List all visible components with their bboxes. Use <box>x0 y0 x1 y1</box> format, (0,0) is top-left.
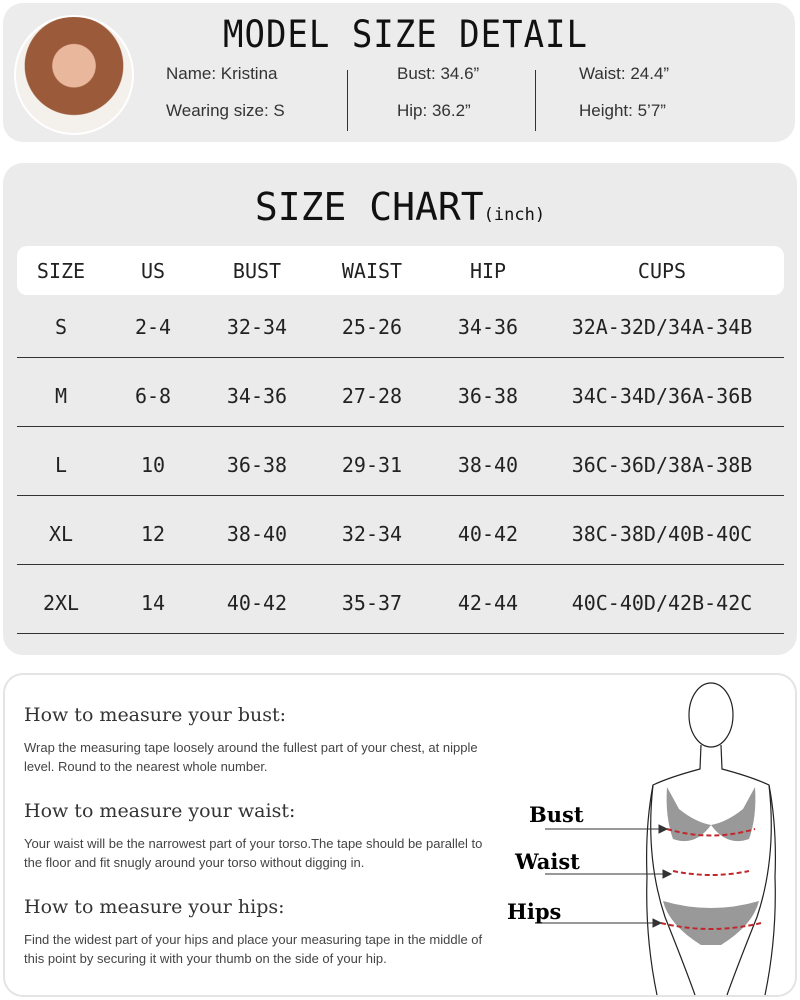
cell-waist: 27-28 <box>341 384 403 408</box>
cell-us: 14 <box>140 591 166 615</box>
cell-hip: 36-38 <box>457 384 519 408</box>
cell-waist: 35-37 <box>341 591 403 615</box>
waist-heading: How to measure your waist: <box>24 800 296 822</box>
body-outline <box>646 744 776 996</box>
cell-us: 12 <box>140 522 166 546</box>
how-to-measure-card: How to measure your bust: Wrap the measu… <box>3 673 797 997</box>
cell-cups: 34C-34D/36A-36B <box>571 384 753 408</box>
cell-bust: 32-34 <box>226 315 288 339</box>
header-waist: WAIST <box>341 259 403 283</box>
table-header <box>17 246 784 295</box>
model-title: MODEL SIZE DETAIL <box>223 13 588 57</box>
header-us: US <box>140 259 166 283</box>
model-waist: Waist: 24.4” <box>579 64 670 83</box>
cell-cups: 36C-36D/38A-38B <box>571 453 753 477</box>
hips-tape <box>660 922 762 930</box>
cell-size: M <box>54 384 68 408</box>
cell-us: 10 <box>140 453 166 477</box>
cell-waist: 32-34 <box>341 522 403 546</box>
hips-text: Find the widest part of your hips and pl… <box>24 932 483 966</box>
cell-size: 2XL <box>42 591 80 615</box>
header-bust: BUST <box>232 259 282 283</box>
unit-label: (inch) <box>483 205 546 225</box>
row-divider <box>17 633 784 634</box>
model-hip: Hip: 36.2” <box>397 101 471 120</box>
bust-text: Wrap the measuring tape loosely around t… <box>24 740 478 774</box>
waist-tape <box>672 870 750 876</box>
bust-heading: How to measure your bust: <box>24 704 287 726</box>
waist-text: Your waist will be the narrowest part of… <box>24 836 483 870</box>
cell-waist: 25-26 <box>341 315 403 339</box>
model-bust: Bust: 34.6” <box>397 64 480 83</box>
cell-bust: 38-40 <box>226 522 288 546</box>
bust-label: Bust <box>529 802 584 827</box>
body-measurement-figure: Bust Waist Hips <box>507 682 776 996</box>
waist-label: Waist <box>514 849 580 874</box>
cell-bust: 40-42 <box>226 591 288 615</box>
cell-size: XL <box>48 522 74 546</box>
bust-tape <box>666 828 756 837</box>
bra-graphic <box>666 787 756 842</box>
cell-size: S <box>54 315 68 339</box>
model-height: Height: 5’7” <box>579 101 666 120</box>
cell-cups: 32A-32D/34A-34B <box>571 315 753 339</box>
cell-hip: 40-42 <box>457 522 519 546</box>
head-outline <box>688 682 734 748</box>
row-divider <box>17 357 784 358</box>
size-chart-card: SIZE CHART(inch) SIZE US BUST WAIST HIP CUPS S… <box>3 163 797 655</box>
model-name: Name: Kristina <box>166 64 278 83</box>
row-divider <box>17 564 784 565</box>
hips-heading: How to measure your hips: <box>24 896 285 918</box>
cell-bust: 36-38 <box>226 453 288 477</box>
cell-us: 2-4 <box>134 315 172 339</box>
cell-hip: 34-36 <box>457 315 519 339</box>
size-chart-title: SIZE CHART(inch) <box>3 185 797 229</box>
cell-hip: 42-44 <box>457 591 519 615</box>
header-size: SIZE <box>36 259 86 283</box>
briefs-graphic <box>663 901 759 945</box>
cell-waist: 29-31 <box>341 453 403 477</box>
divider <box>535 70 536 131</box>
size-chart-title-text: SIZE CHART <box>254 185 484 229</box>
divider <box>347 70 348 131</box>
header-hip: HIP <box>469 259 507 283</box>
model-size-card: MODEL SIZE DETAIL Name: Kristina Wearing… <box>3 3 795 142</box>
cell-hip: 38-40 <box>457 453 519 477</box>
hips-label: Hips <box>507 899 561 924</box>
header-cups: CUPS <box>637 259 687 283</box>
model-avatar <box>14 15 134 135</box>
cell-size: L <box>54 453 68 477</box>
model-wearing-size: Wearing size: S <box>166 101 285 120</box>
cell-cups: 38C-38D/40B-40C <box>571 522 753 546</box>
row-divider <box>17 495 784 496</box>
cell-bust: 34-36 <box>226 384 288 408</box>
cell-cups: 40C-40D/42B-42C <box>571 591 753 615</box>
row-divider <box>17 426 784 427</box>
cell-us: 6-8 <box>134 384 172 408</box>
